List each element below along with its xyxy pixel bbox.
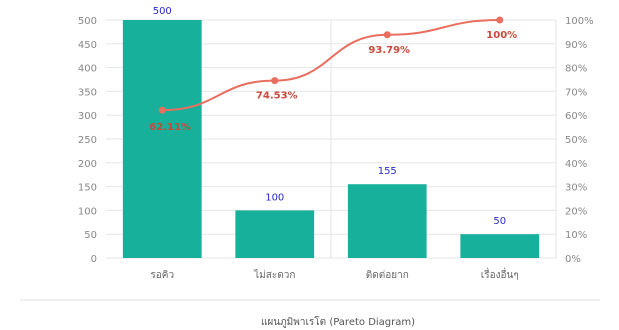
cumulative-percent-label: 74.53% [256, 91, 298, 102]
cumulative-point [271, 77, 279, 85]
category-label: รอคิว [150, 270, 174, 281]
left-tick-label: 300 [78, 111, 97, 122]
left-tick-label: 350 [78, 87, 97, 98]
category-labels: รอคิว ไม่สะดวก ติดต่อยาก เรื่องอื่นๆ [150, 267, 518, 281]
cumulative-percent-label: 62.11% [149, 122, 191, 133]
left-tick-label: 500 [78, 16, 97, 27]
left-tick-label: 100 [78, 206, 97, 217]
left-tick-label: 400 [78, 64, 97, 75]
right-tick-label: 30% [565, 183, 587, 194]
cumulative-point [158, 106, 166, 114]
left-tick-label: 0 [91, 254, 97, 265]
right-tick-label: 100% [565, 16, 594, 27]
left-tick-label: 150 [78, 183, 97, 194]
left-tick-label: 200 [78, 159, 97, 170]
cumulative-line-series [158, 16, 504, 114]
bar-value-label: 50 [493, 216, 506, 227]
right-axis-ticks: 0% 10% 20% 30% 40% 50% 60% 70% 80% 90% 100% [565, 16, 594, 265]
right-tick-label: 20% [565, 206, 587, 217]
right-tick-label: 50% [565, 135, 587, 146]
right-tick-label: 70% [565, 87, 587, 98]
category-label: ติดต่อยาก [366, 270, 409, 281]
data-labels: 500 100 155 50 62.11% 74.53% 93.79% 100% [149, 6, 517, 227]
category-label: เรื่องอื่นๆ [481, 267, 519, 281]
cumulative-percent-label: 100% [486, 30, 517, 41]
bar [235, 210, 315, 258]
bar-series [122, 20, 540, 258]
chart-caption: แผนภูมิพาเรโต (Pareto Diagram) [261, 315, 415, 328]
right-tick-label: 80% [565, 64, 587, 75]
cumulative-line [162, 19, 500, 112]
bar [460, 234, 540, 258]
bar-value-label: 155 [378, 166, 397, 177]
bar [122, 20, 202, 258]
cumulative-percent-label: 93.79% [368, 45, 410, 56]
left-axis-ticks: 0 50 100 150 200 250 300 350 400 450 500 [78, 16, 97, 265]
bar-value-label: 100 [265, 192, 284, 203]
left-tick-label: 250 [78, 135, 97, 146]
right-tick-label: 0% [565, 254, 581, 265]
right-tick-label: 60% [565, 111, 587, 122]
right-tick-label: 90% [565, 40, 587, 51]
right-tick-label: 10% [565, 230, 587, 241]
left-tick-label: 450 [78, 40, 97, 51]
left-tick-label: 50 [84, 230, 97, 241]
category-label: ไม่สะดวก [253, 269, 295, 281]
bar [347, 184, 427, 258]
bar-value-label: 500 [153, 6, 172, 17]
cumulative-point [496, 16, 504, 24]
cumulative-point [383, 31, 391, 39]
right-tick-label: 40% [565, 159, 587, 170]
